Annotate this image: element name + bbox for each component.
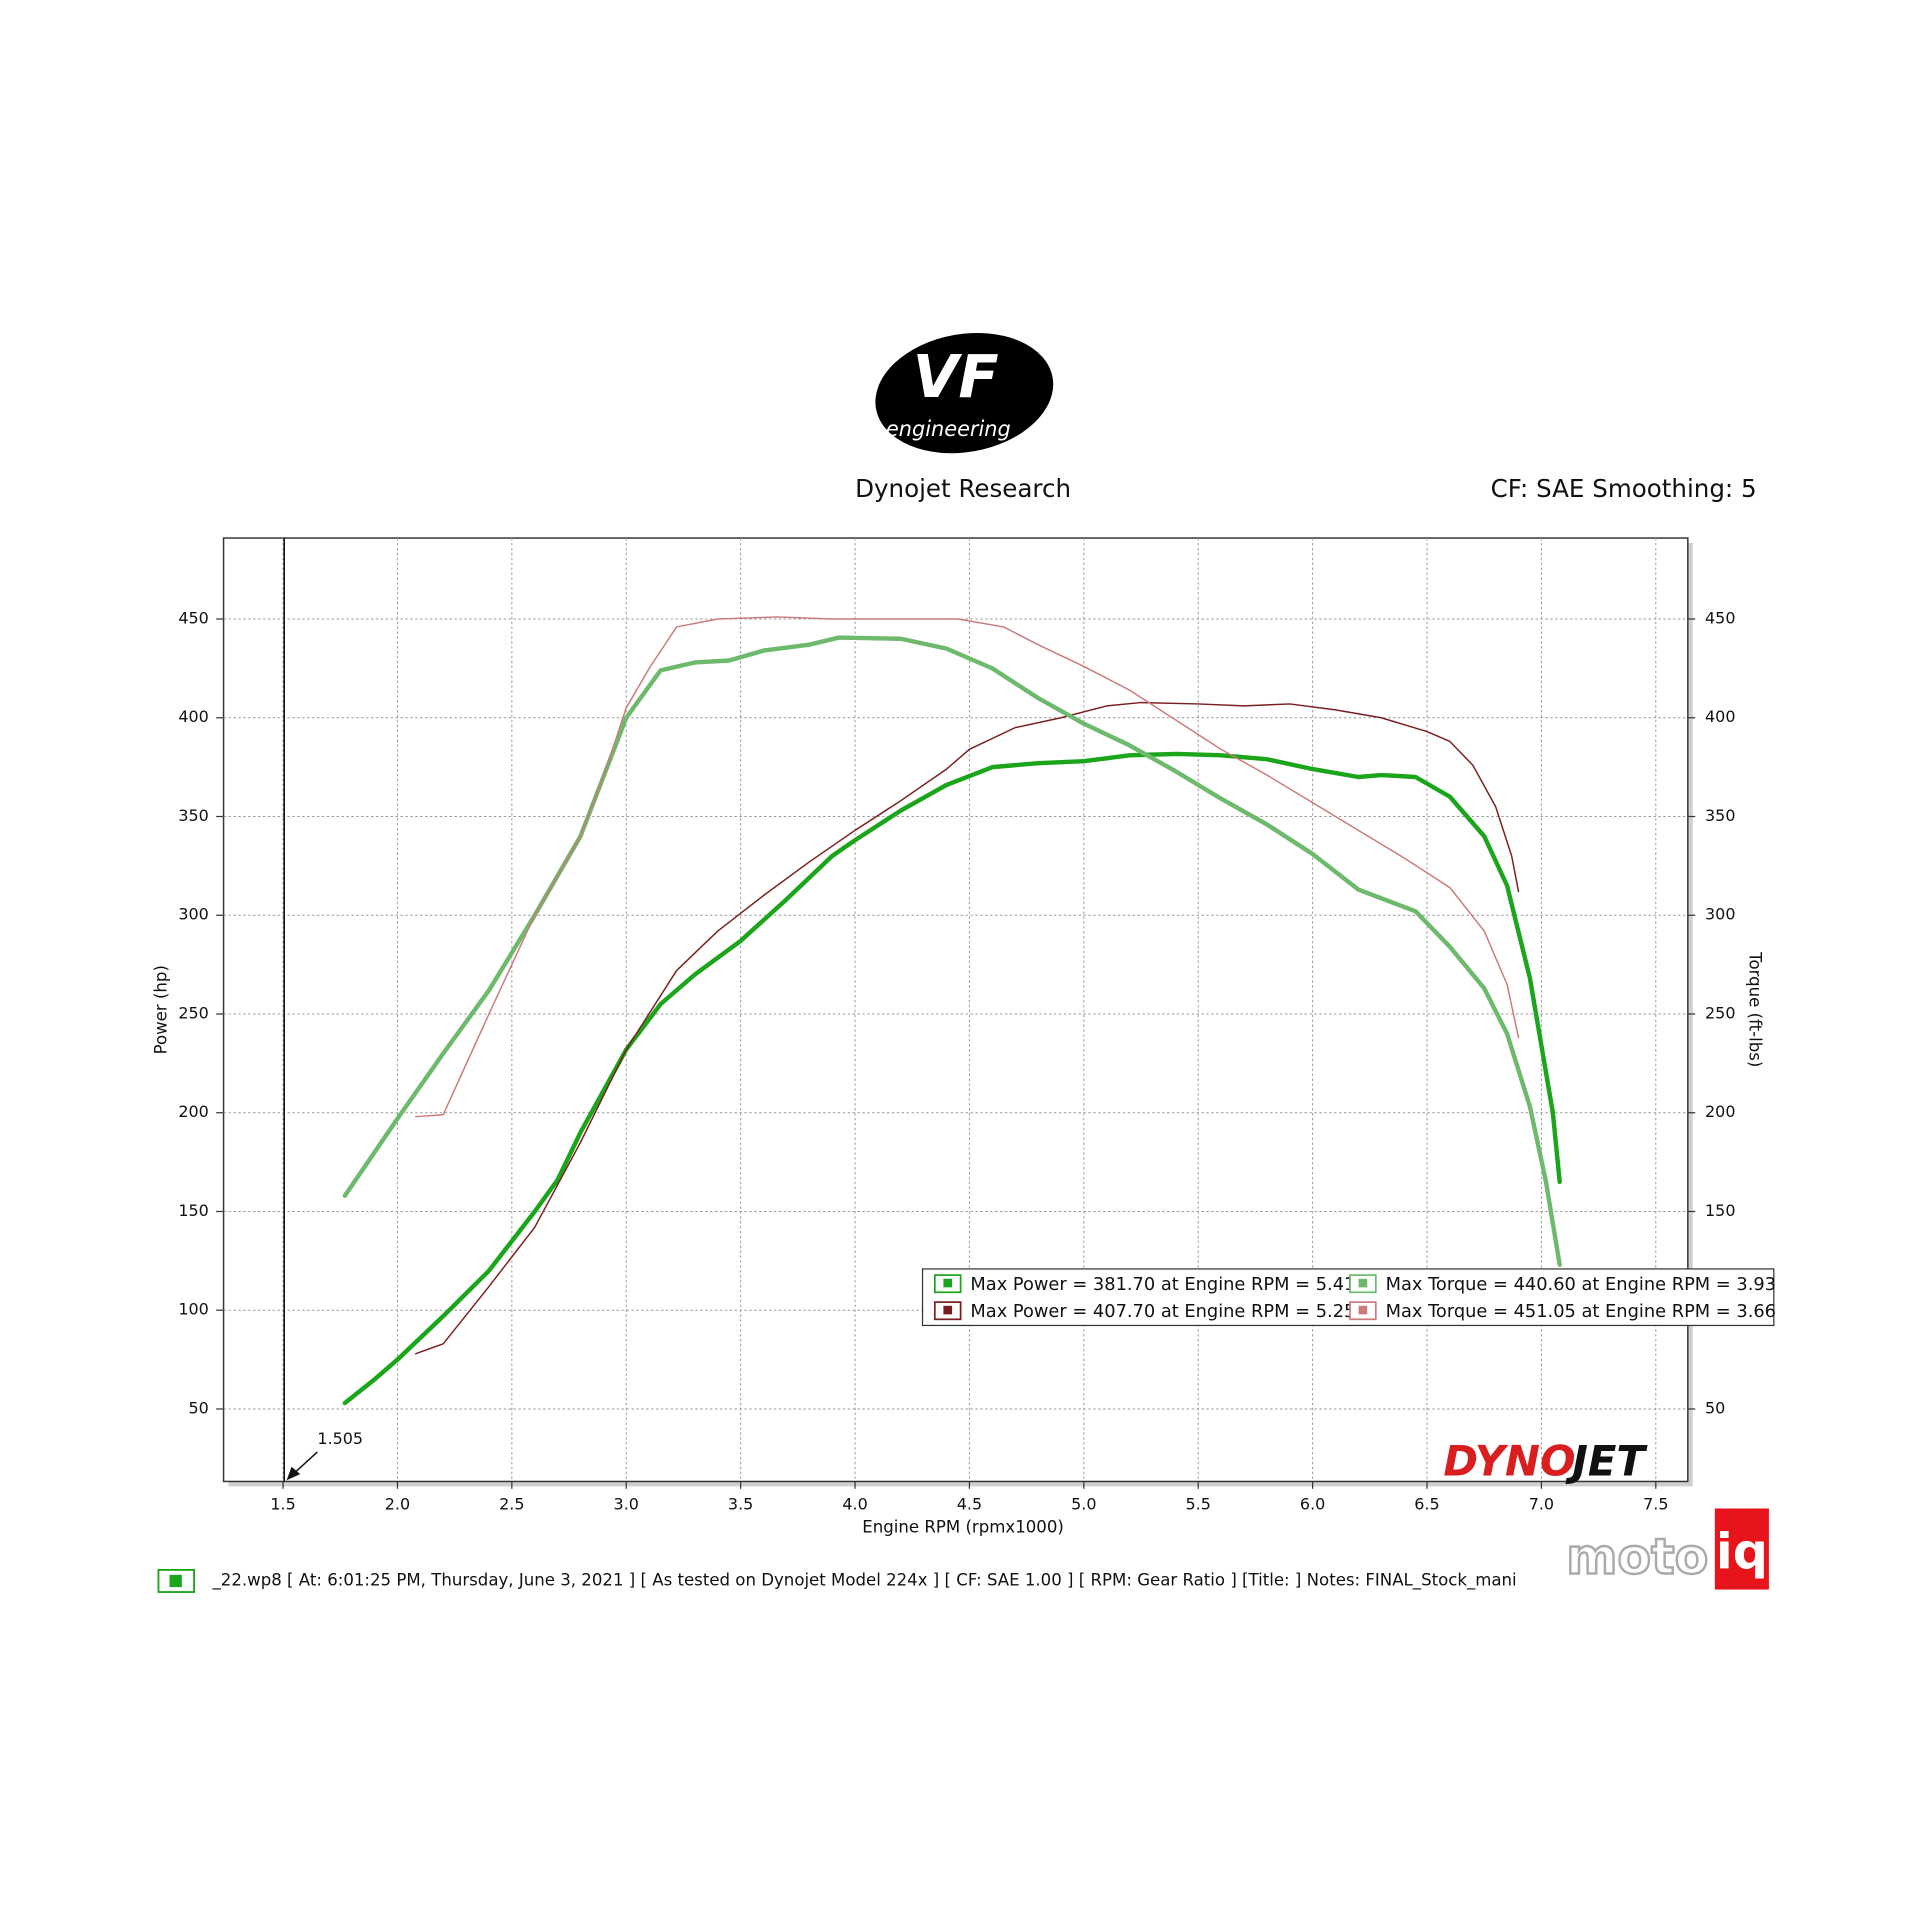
- logo-text: JET: [1565, 1437, 1648, 1486]
- legend-label: Max Torque = 451.05 at Engine RPM = 3.66: [1386, 1301, 1776, 1322]
- y-axis-title: Power (hp): [152, 965, 171, 1054]
- y2-tick-label: 200: [1705, 1102, 1735, 1121]
- legend-label: Max Power = 407.70 at Engine RPM = 5.25: [970, 1301, 1355, 1322]
- y-tick-label: 350: [178, 806, 208, 825]
- legend-swatch-fill: [1358, 1278, 1368, 1288]
- logo-text: moto: [1566, 1528, 1708, 1586]
- x-tick-label: 3.5: [728, 1494, 753, 1513]
- y-tick-label: 50: [189, 1398, 209, 1417]
- y2-tick-label: 150: [1705, 1201, 1735, 1220]
- y2-tick-label: 300: [1705, 905, 1735, 924]
- series-line: [342, 751, 1562, 1406]
- motoiq-logo: moto iq: [1565, 1508, 1769, 1590]
- plot-frame: [222, 537, 1689, 1483]
- y2-axis-title: Torque (ft-lbs): [1746, 951, 1765, 1067]
- legend-swatch-fill: [1358, 1305, 1368, 1315]
- legend-label: Max Torque = 440.60 at Engine RPM = 3.93: [1386, 1274, 1776, 1295]
- footer-swatch-fill: [169, 1574, 182, 1588]
- y2-tick-label: 250: [1705, 1003, 1735, 1022]
- logo-box: [1714, 1508, 1769, 1590]
- y-tick-label: 300: [178, 905, 208, 924]
- x-tick-label: 2.5: [499, 1494, 524, 1513]
- y-tick-label: 450: [178, 609, 208, 628]
- y-tick-label: 100: [178, 1300, 208, 1319]
- y2-tick-label: 350: [1705, 806, 1735, 825]
- y-tick-label: 250: [178, 1003, 208, 1022]
- logo-badge: [875, 332, 1054, 454]
- logo-text: DYNO: [1443, 1437, 1575, 1486]
- x-tick-label: 4.0: [842, 1494, 867, 1513]
- legend-label: Max Power = 381.70 at Engine RPM = 5.41: [970, 1274, 1355, 1295]
- y2-tick-label: 50: [1705, 1398, 1725, 1417]
- legend: Max Power = 381.70 at Engine RPM = 5.41 M…: [921, 1268, 1776, 1327]
- series-line: [415, 616, 1520, 1118]
- footer-text: _22.wp8 [ At: 6:01:25 PM, Thursday, June…: [212, 1570, 1517, 1590]
- legend-swatch-fill: [943, 1278, 953, 1288]
- x-tick-label: 5.0: [1071, 1494, 1096, 1513]
- x-tick-label: 5.5: [1186, 1494, 1211, 1513]
- chart-subtitle: CF: SAE Smoothing: 5: [1491, 474, 1757, 503]
- x-tick-label: 7.5: [1643, 1494, 1668, 1513]
- chart-title: Dynojet Research: [855, 474, 1071, 503]
- y2-tick-label: 400: [1705, 707, 1735, 726]
- y2-tick-label: 450: [1705, 609, 1735, 628]
- y-tick-label: 400: [178, 707, 208, 726]
- x-tick-label: 2.0: [385, 1494, 410, 1513]
- x-tick-label: 6.0: [1300, 1494, 1325, 1513]
- x-tick-label: 7.0: [1529, 1494, 1554, 1513]
- y-tick-label: 200: [178, 1102, 208, 1121]
- vf-logo: VF engineering: [875, 332, 1054, 454]
- logo-text: iq: [1716, 1523, 1768, 1581]
- x-tick-label: 4.5: [957, 1494, 982, 1513]
- x-tick-label: 1.5: [270, 1494, 295, 1513]
- x-axis-title: Engine RPM (rpmx1000): [862, 1518, 1064, 1537]
- dynojet-logo: DYNO JET: [1443, 1437, 1648, 1486]
- logo-text: VF: [913, 342, 999, 411]
- series-line: [415, 701, 1520, 1355]
- x-tick-label: 3.0: [614, 1494, 639, 1513]
- cursor-arrowhead: [286, 1466, 301, 1481]
- legend-box: [921, 1268, 1775, 1327]
- x-tick-label: 6.5: [1414, 1494, 1439, 1513]
- y-tick-label: 150: [178, 1201, 208, 1220]
- cursor-label: 1.505: [317, 1429, 363, 1448]
- logo-subtext: engineering: [886, 417, 1011, 441]
- legend-swatch-fill: [943, 1305, 953, 1315]
